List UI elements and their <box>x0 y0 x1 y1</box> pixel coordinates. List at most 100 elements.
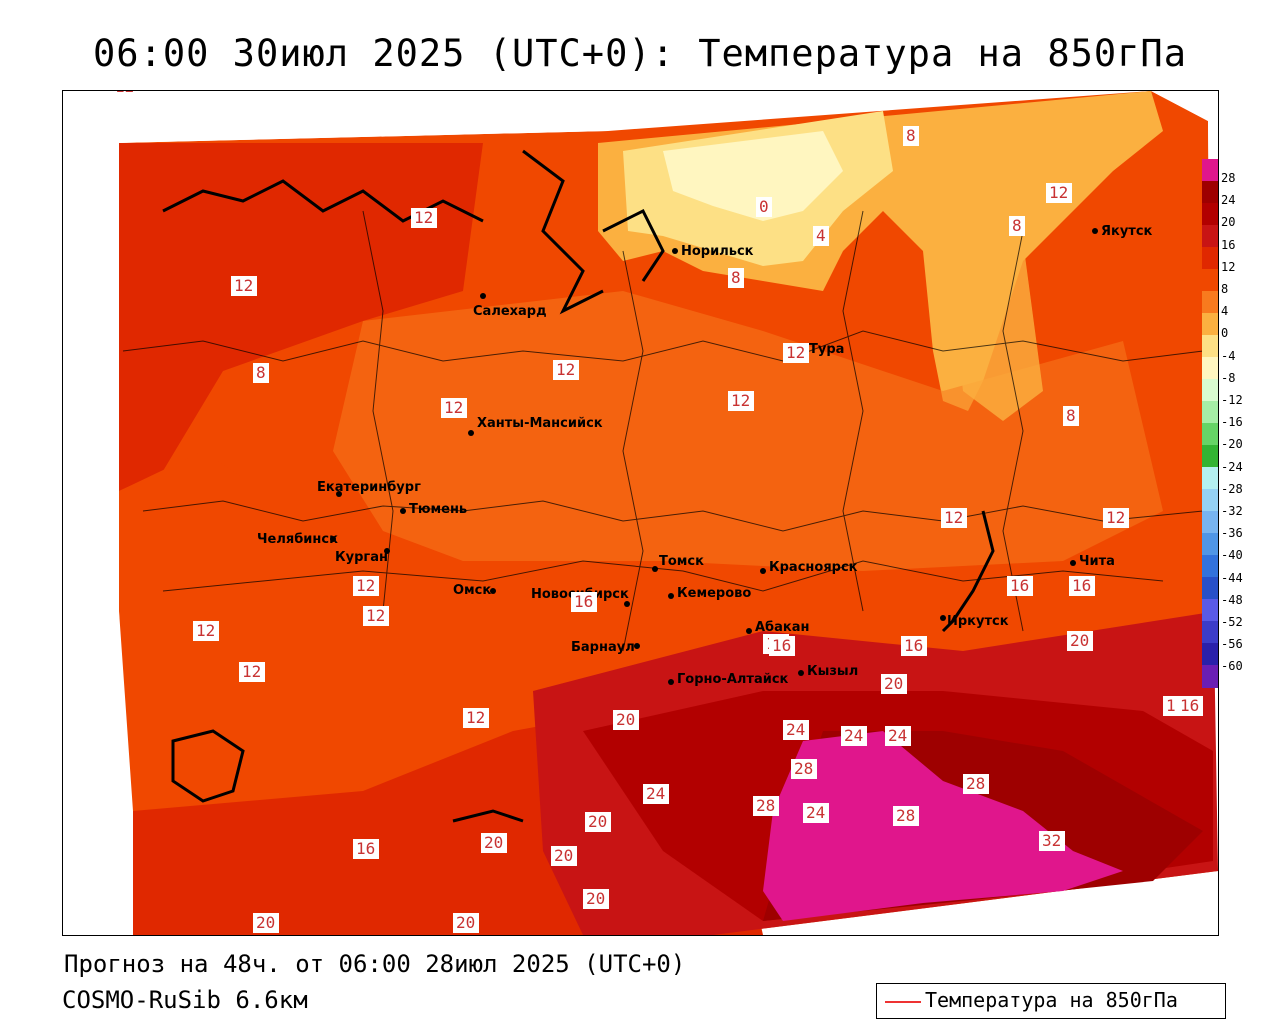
svg-text:12: 12 <box>786 343 805 362</box>
contour-label: 28 <box>753 796 779 816</box>
colorbar-segment <box>1202 203 1218 226</box>
contour-label: 24 <box>783 720 809 740</box>
colorbar-segment <box>1202 423 1218 446</box>
svg-text:20: 20 <box>256 913 275 932</box>
contour-label: 0 <box>756 197 772 217</box>
svg-text:Салехард: Салехард <box>473 304 547 319</box>
contour-label: 12 <box>728 391 754 411</box>
contour-label: 8 <box>1063 406 1079 426</box>
legend-label: Температура на 850гПа <box>925 988 1178 1012</box>
city-tyumen: Тюмень <box>400 502 467 517</box>
colorbar <box>1202 159 1218 688</box>
colorbar-segment <box>1202 247 1218 270</box>
contour-label: 16 <box>1069 576 1095 596</box>
contour-label: 12 <box>411 208 437 228</box>
temperature-map: Норильск Якутск Салехард Тура Ханты-Манс… <box>63 91 1218 935</box>
contour-label: 12 <box>1103 508 1129 528</box>
contour-label: 20 <box>253 913 279 933</box>
colorbar-label: 8 <box>1221 282 1229 296</box>
svg-text:12: 12 <box>1106 508 1125 527</box>
svg-text:12: 12 <box>242 662 261 681</box>
svg-text:20: 20 <box>456 913 475 932</box>
svg-text:Курган: Курган <box>335 550 388 565</box>
svg-text:24: 24 <box>844 726 863 745</box>
svg-text:20: 20 <box>554 846 573 865</box>
city-kemerovo: Кемерово <box>668 586 751 601</box>
contour-label: 12 <box>553 360 579 380</box>
contour-label: 28 <box>893 806 919 826</box>
map-area: Норильск Якутск Салехард Тура Ханты-Манс… <box>62 90 1219 936</box>
contour-label: 20 <box>453 913 479 933</box>
colorbar-label: 0 <box>1221 326 1229 341</box>
svg-text:Тюмень: Тюмень <box>409 502 467 517</box>
contour-label: 24 <box>841 726 867 746</box>
svg-text:12: 12 <box>444 398 463 417</box>
colorbar-segment <box>1202 555 1218 578</box>
contour-label: 12 <box>941 508 967 528</box>
contour-label: 8 <box>253 363 269 383</box>
svg-text:0: 0 <box>759 197 769 216</box>
svg-text:Якутск: Якутск <box>1101 224 1153 239</box>
contour-label: 20 <box>583 889 609 909</box>
colorbar-label: -4 <box>1221 348 1236 363</box>
colorbar-label: 16 <box>1221 237 1236 252</box>
contour-label: 16 <box>353 839 379 859</box>
contour-label: 16 <box>1177 696 1203 716</box>
svg-text:Иркутск: Иркутск <box>947 614 1009 629</box>
svg-text:16: 16 <box>574 592 593 611</box>
colorbar-segment <box>1202 269 1218 292</box>
svg-text:16: 16 <box>1180 696 1199 715</box>
contour-label: 16 <box>769 636 795 656</box>
svg-text:Кызыл: Кызыл <box>807 664 858 679</box>
contour-label: 4 <box>813 226 829 246</box>
contour-label: 8 <box>1009 216 1025 236</box>
colorbar-segment <box>1202 621 1218 644</box>
city-norilsk: Норильск <box>672 244 754 259</box>
model-name: COSMO-RuSib 6.6км <box>62 986 308 1014</box>
colorbar-label: -32 <box>1221 504 1243 518</box>
colorbar-segment <box>1202 467 1218 490</box>
colorbar-segment <box>1202 599 1218 622</box>
contour-label: 20 <box>551 846 577 866</box>
city-salekhard: Салехард <box>473 293 547 319</box>
svg-text:16: 16 <box>356 839 375 858</box>
colorbar-label: 24 <box>1221 193 1236 208</box>
colorbar-segment <box>1202 511 1218 534</box>
contour-label: 12 <box>239 662 265 682</box>
svg-text:Кемерово: Кемерово <box>677 586 751 601</box>
city-omsk: Омск <box>453 583 496 598</box>
svg-text:12: 12 <box>1049 183 1068 202</box>
contour-label: 16 <box>1007 576 1033 596</box>
svg-text:28: 28 <box>794 759 813 778</box>
map-title: 06:00 30июл 2025 (UTC+0): Температура на… <box>93 32 1187 75</box>
svg-text:24: 24 <box>806 803 825 822</box>
svg-text:Челябинск: Челябинск <box>257 532 338 547</box>
colorbar-segment <box>1202 379 1218 402</box>
colorbar-segment <box>1202 159 1218 182</box>
svg-text:12: 12 <box>356 576 375 595</box>
svg-text:16: 16 <box>904 636 923 655</box>
city-barnaul: Барнаул <box>571 640 640 655</box>
colorbar-label: 20 <box>1221 215 1236 230</box>
colorbar-segment <box>1202 489 1218 512</box>
forecast-info: Прогноз на 48ч. от 06:00 28июл 2025 (UTC… <box>64 950 686 978</box>
contour-label: 8 <box>728 268 744 288</box>
colorbar-label: -28 <box>1221 481 1243 496</box>
contour-labels: 1212812121212121212121216121616202420242… <box>112 91 1203 933</box>
contour-label: 24 <box>803 803 829 823</box>
svg-text:16: 16 <box>1072 576 1091 595</box>
colorbar-label: 28 <box>1221 171 1236 185</box>
colorbar-segment <box>1202 401 1218 424</box>
svg-text:Омск: Омск <box>453 583 491 598</box>
colorbar-segment <box>1202 533 1218 556</box>
svg-text:Чита: Чита <box>1079 554 1115 569</box>
colorbar-segment <box>1202 291 1218 314</box>
svg-text:8: 8 <box>906 126 916 145</box>
contour-label: 12 <box>1046 183 1072 203</box>
svg-text:Абакан: Абакан <box>755 620 810 635</box>
colorbar-label: -40 <box>1221 548 1243 563</box>
colorbar-segment <box>1202 357 1218 380</box>
contour-label: 12 <box>783 343 809 363</box>
city-khanty-mansiysk: Ханты-Мансийск <box>468 416 603 436</box>
colorbar-label: -60 <box>1221 659 1243 674</box>
